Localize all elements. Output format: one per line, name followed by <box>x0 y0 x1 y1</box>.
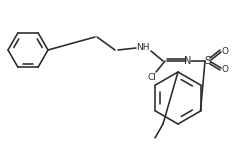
Text: NH: NH <box>136 43 150 52</box>
Text: N: N <box>184 56 192 66</box>
Text: S: S <box>205 56 211 66</box>
Text: O: O <box>222 46 228 55</box>
Text: O: O <box>222 64 228 73</box>
Text: Cl: Cl <box>148 73 156 82</box>
